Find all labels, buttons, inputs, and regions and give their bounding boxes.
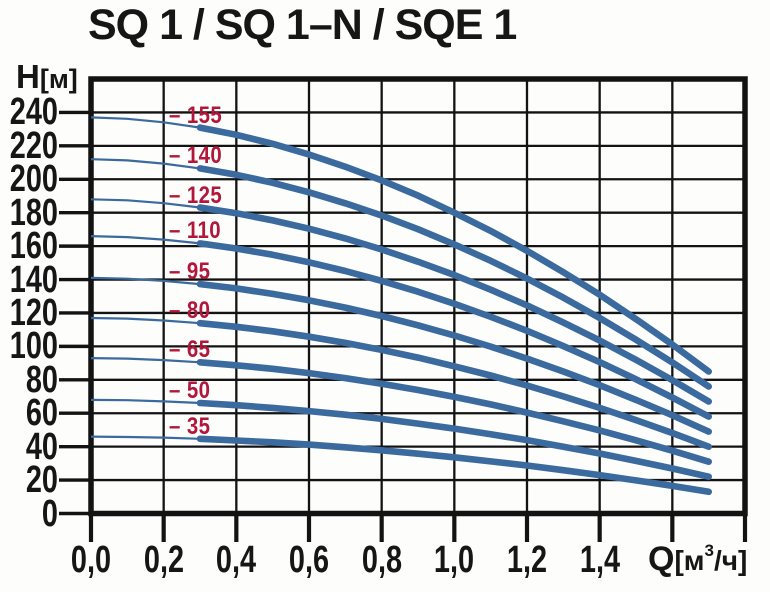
- y-tick-label: 200: [9, 158, 58, 201]
- x-tick-label: 0,8: [361, 539, 402, 581]
- curve-thick-segment: [196, 240, 713, 420]
- y-axis-label: H[м]: [16, 60, 78, 93]
- x-axis-label: Q[м3/ч]: [648, 542, 747, 576]
- curve-label: – 50: [169, 377, 211, 405]
- y-tick-label: 220: [9, 124, 58, 167]
- curve-label: – 80: [169, 297, 211, 325]
- x-tick-label: 1,4: [579, 539, 620, 581]
- chart-title: SQ 1 / SQ 1–N / SQE 1: [88, 1, 517, 49]
- x-tick-label: 1,0: [434, 539, 475, 581]
- x-tick-label: 0,6: [288, 539, 330, 581]
- x-tick-label: 0,2: [143, 539, 184, 581]
- y-axis-unit-text: [м]: [39, 64, 78, 94]
- y-tick-label: 120: [9, 291, 58, 334]
- curve-thick-segment: [196, 124, 713, 375]
- curve-label: – 35: [169, 412, 211, 440]
- curve-label: – 125: [169, 181, 223, 209]
- x-tick-label: 0,4: [216, 539, 257, 581]
- y-tick-label: 160: [9, 225, 58, 268]
- curve-thick-segment: [196, 204, 713, 405]
- y-tick-label: 180: [9, 191, 58, 234]
- y-tick-label: 0: [41, 492, 58, 535]
- y-tick-label: 100: [9, 325, 58, 368]
- y-tick-label: 140: [9, 258, 58, 301]
- curve-label: – 110: [169, 217, 222, 245]
- curve-thick-segment: [196, 165, 713, 390]
- y-tick-label: 60: [25, 392, 58, 435]
- curve-label: – 65: [169, 336, 211, 364]
- curve-thick-segment: [196, 399, 713, 481]
- curve-label: – 95: [169, 258, 211, 286]
- x-tick-label: 1,2: [506, 539, 548, 581]
- curve-label: – 140: [169, 142, 223, 170]
- curve-thin-segment: [90, 435, 709, 493]
- curve-label: – 155: [169, 101, 223, 129]
- curve-thick-segment: [196, 280, 713, 435]
- axis-tick-marks: [59, 110, 748, 542]
- pump-curves: [90, 116, 713, 496]
- y-tick-label: 40: [25, 425, 58, 468]
- y-tick-label: 20: [25, 459, 58, 502]
- curve-thick-segment: [196, 319, 713, 451]
- plot-border: [88, 76, 748, 517]
- curve-thick-segment: [196, 358, 713, 466]
- y-axis-quantity: H: [16, 58, 40, 95]
- x-axis-unit-suffix: /ч]: [713, 545, 748, 576]
- x-axis-quantity: Q: [648, 540, 675, 578]
- x-axis-unit-prefix: [м: [674, 545, 705, 576]
- x-axis-unit-superscript: 3: [704, 540, 714, 560]
- x-tick-label: 0,0: [70, 539, 112, 581]
- curve-thick-segment: [196, 435, 713, 496]
- y-tick-label: 80: [25, 358, 58, 401]
- y-tick-label: 240: [9, 91, 58, 134]
